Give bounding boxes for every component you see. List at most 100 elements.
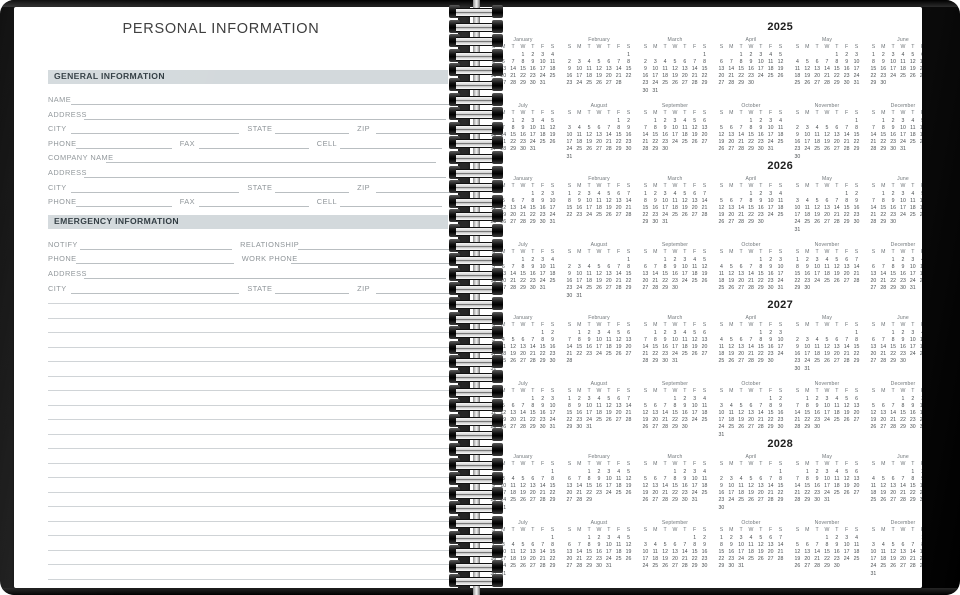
- calendar-day[interactable]: 31: [662, 219, 668, 226]
- calendar-day[interactable]: 19: [890, 556, 896, 563]
- calendar-day[interactable]: 13: [870, 344, 877, 350]
- calendar-day[interactable]: 6: [891, 475, 895, 482]
- calendar-day[interactable]: 11: [834, 475, 840, 482]
- calendar-day[interactable]: 30: [642, 87, 649, 94]
- calendar-day[interactable]: 14: [576, 549, 583, 555]
- calendar-day[interactable]: 16: [814, 410, 820, 416]
- calendar-day[interactable]: 30: [757, 146, 764, 153]
- calendar-day[interactable]: 3: [901, 117, 905, 124]
- calendar-day[interactable]: 6: [871, 263, 875, 270]
- calendar-day[interactable]: 28: [767, 497, 774, 504]
- calendar-day[interactable]: 8: [511, 124, 515, 131]
- calendar-day[interactable]: 4: [617, 534, 621, 541]
- calendar-day[interactable]: 30: [777, 424, 784, 431]
- calendar-day[interactable]: 10: [777, 336, 784, 343]
- calendar-day[interactable]: 22: [625, 278, 632, 285]
- calendar-day[interactable]: 24: [605, 490, 612, 497]
- calendar-day[interactable]: 7: [653, 263, 657, 270]
- calendar-day[interactable]: 9: [663, 124, 667, 131]
- calendar-day[interactable]: 30: [596, 563, 602, 570]
- calendar-day[interactable]: 23: [909, 417, 916, 424]
- calendar-day[interactable]: 19: [596, 73, 602, 80]
- calendar-day[interactable]: 8: [627, 263, 630, 270]
- calendar-day[interactable]: 26: [642, 424, 649, 431]
- calendar-day[interactable]: 8: [673, 475, 677, 482]
- calendar-day[interactable]: 10: [672, 336, 678, 343]
- calendar-day[interactable]: 6: [617, 190, 621, 197]
- calendar-day[interactable]: 16: [794, 351, 801, 358]
- calendar-day[interactable]: 30: [814, 497, 820, 504]
- calendar-day[interactable]: 6: [607, 263, 611, 270]
- calendar-day[interactable]: 19: [748, 490, 754, 497]
- calendar-day[interactable]: 8: [521, 263, 525, 270]
- field-company-name[interactable]: COMPANY NAME: [48, 150, 437, 164]
- calendar-day[interactable]: 29: [586, 497, 592, 504]
- calendar-day[interactable]: 24: [843, 556, 850, 563]
- calendar-day[interactable]: 29: [757, 285, 764, 292]
- calendar-day[interactable]: 7: [911, 541, 915, 548]
- calendar-day[interactable]: 19: [625, 483, 632, 489]
- calendar-day[interactable]: 6: [643, 263, 647, 270]
- calendar-day[interactable]: 14: [662, 410, 668, 416]
- calendar-day[interactable]: 27: [748, 424, 754, 431]
- calendar-day[interactable]: 4: [779, 117, 782, 124]
- field-zip[interactable]: ZIP: [357, 281, 458, 294]
- calendar-day[interactable]: 27: [566, 563, 573, 570]
- calendar-day[interactable]: 23: [777, 417, 784, 424]
- calendar-day[interactable]: 10: [767, 124, 774, 131]
- calendar-day[interactable]: 11: [900, 58, 906, 65]
- calendar-day[interactable]: 23: [576, 417, 583, 424]
- calendar-day[interactable]: 20: [510, 212, 516, 219]
- calendar-day[interactable]: 6: [805, 541, 809, 548]
- calendar-day[interactable]: 20: [510, 417, 516, 424]
- calendar-day[interactable]: 21: [500, 139, 507, 146]
- calendar-day[interactable]: 11: [718, 271, 725, 277]
- calendar-day[interactable]: 5: [521, 475, 525, 482]
- calendar-day[interactable]: 7: [845, 124, 849, 131]
- calendar-day[interactable]: 17: [672, 132, 678, 138]
- field-work-phone[interactable]: WORK PHONE: [242, 251, 450, 265]
- calendar-day[interactable]: 19: [691, 132, 698, 138]
- calendar-day[interactable]: 19: [672, 73, 678, 80]
- calendar-day[interactable]: 15: [900, 410, 906, 416]
- calendar-day[interactable]: 9: [673, 263, 677, 270]
- calendar-day[interactable]: 17: [718, 417, 725, 424]
- calendar-day[interactable]: 23: [900, 351, 906, 358]
- calendar-day[interactable]: 19: [843, 483, 850, 489]
- calendar-day[interactable]: 27: [701, 139, 708, 146]
- calendar-day[interactable]: 26: [919, 139, 922, 146]
- calendar-day[interactable]: 22: [757, 351, 764, 358]
- calendar-day[interactable]: 24: [596, 351, 602, 358]
- calendar-day[interactable]: 20: [870, 278, 877, 285]
- calendar-day[interactable]: 18: [777, 132, 784, 138]
- calendar-day[interactable]: 20: [919, 66, 922, 72]
- calendar-day[interactable]: 30: [681, 497, 688, 504]
- calendar-day[interactable]: 30: [794, 153, 801, 160]
- calendar-day[interactable]: 28: [738, 219, 744, 226]
- calendar-day[interactable]: 22: [900, 417, 906, 424]
- calendar-day[interactable]: 28: [814, 563, 820, 570]
- calendar-day[interactable]: 12: [833, 263, 840, 270]
- calendar-day[interactable]: 2: [597, 468, 601, 475]
- calendar-day[interactable]: 21: [510, 73, 516, 80]
- calendar-day[interactable]: 2: [663, 329, 667, 336]
- calendar-day[interactable]: 14: [738, 205, 744, 211]
- calendar-day[interactable]: 24: [900, 212, 906, 219]
- calendar-day[interactable]: 18: [681, 344, 688, 350]
- calendar-day[interactable]: 12: [520, 549, 526, 555]
- calendar-day[interactable]: 18: [652, 556, 659, 563]
- calendar-day[interactable]: 29: [870, 80, 877, 87]
- field-state[interactable]: STATE: [247, 121, 350, 135]
- calendar-day[interactable]: 16: [814, 483, 820, 489]
- calendar-day[interactable]: 23: [662, 139, 668, 146]
- calendar-day[interactable]: 22: [890, 351, 896, 358]
- calendar-day[interactable]: 1: [521, 256, 525, 263]
- calendar-day[interactable]: 14: [794, 410, 801, 416]
- calendar-day[interactable]: 21: [843, 139, 850, 146]
- calendar-day[interactable]: 17: [767, 205, 774, 211]
- calendar-day[interactable]: 25: [615, 490, 622, 497]
- calendar-day[interactable]: 4: [815, 124, 819, 131]
- calendar-day[interactable]: 14: [625, 402, 632, 409]
- calendar-day[interactable]: 12: [605, 402, 612, 409]
- calendar-day[interactable]: 28: [853, 278, 860, 285]
